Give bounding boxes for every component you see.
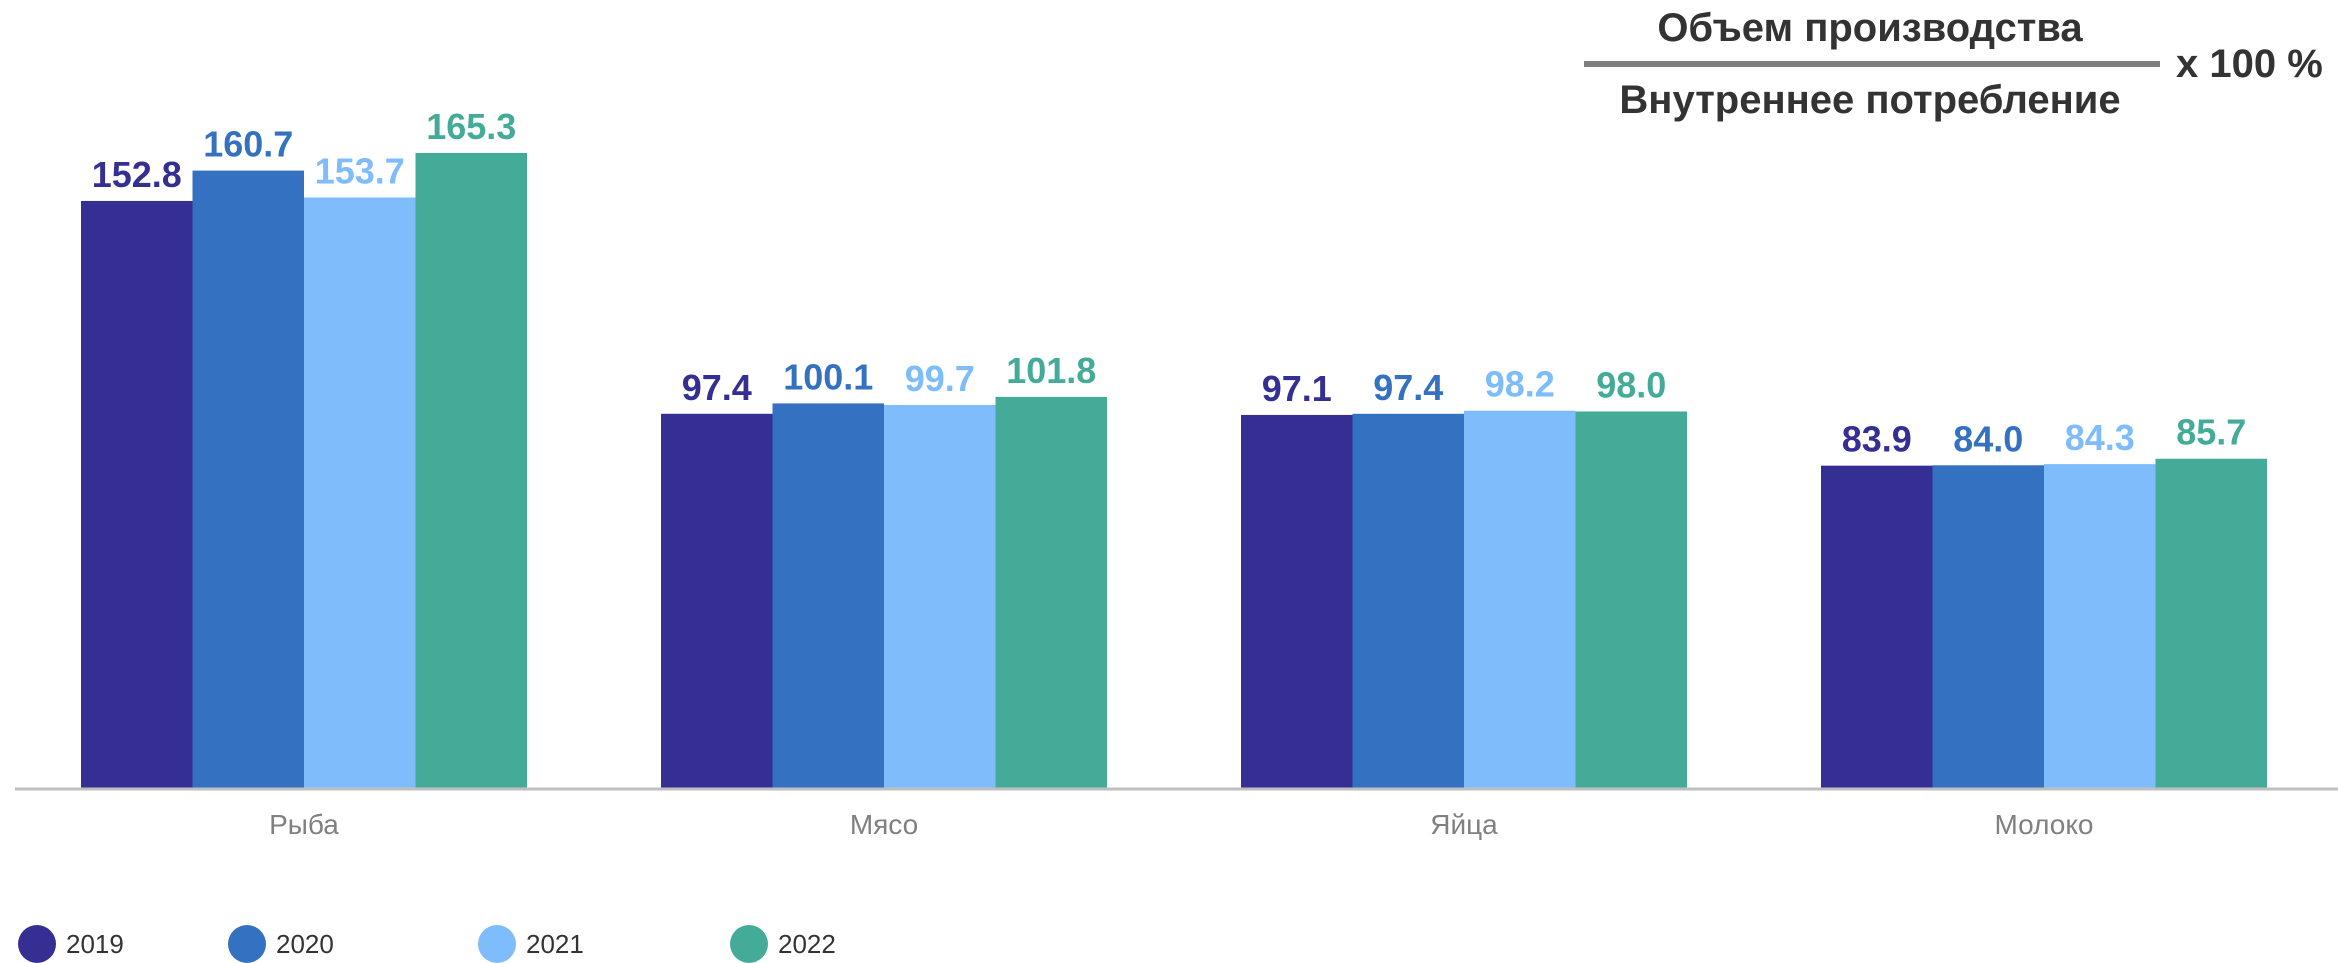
x-tick-label: Яйца bbox=[1430, 809, 1498, 840]
legend-item-2020: 2020 bbox=[228, 925, 334, 963]
bar-2022-1 bbox=[415, 152, 527, 788]
legend-swatch-icon bbox=[730, 925, 768, 963]
data-label-2020-3: 97.4 bbox=[1373, 367, 1443, 408]
formula: Объем производства Внутреннее потреблени… bbox=[1580, 0, 2338, 140]
bar-2019-2 bbox=[661, 413, 773, 788]
formula-fraction-line bbox=[1584, 61, 2160, 67]
data-label-2021-2: 99.7 bbox=[905, 358, 975, 399]
bar-2021-4 bbox=[2044, 464, 2156, 788]
bar-2022-4 bbox=[2155, 458, 2267, 788]
x-tick-label: Мясо bbox=[850, 809, 918, 840]
data-label-2020-4: 84.0 bbox=[1953, 418, 2023, 459]
data-label-2021-1: 153.7 bbox=[315, 150, 405, 191]
bar-2022-3 bbox=[1575, 411, 1687, 788]
bar-2022-2 bbox=[995, 396, 1107, 788]
bar-2020-2 bbox=[772, 403, 884, 788]
formula-denominator: Внутреннее потребление bbox=[1619, 78, 2121, 122]
data-label-2019-4: 83.9 bbox=[1842, 419, 1912, 460]
data-label-2021-3: 98.2 bbox=[1485, 364, 1555, 405]
legend-item-2019: 2019 bbox=[18, 925, 124, 963]
legend-swatch-icon bbox=[18, 925, 56, 963]
chart-legend: 2019 2020 2021 2022 bbox=[18, 925, 918, 963]
legend-swatch-icon bbox=[228, 925, 266, 963]
data-label-2022-1: 165.3 bbox=[426, 106, 516, 147]
data-label-2022-3: 98.0 bbox=[1596, 364, 1666, 405]
legend-label: 2020 bbox=[276, 928, 334, 959]
bar-2019-4 bbox=[1821, 465, 1933, 788]
legend-item-2022: 2022 bbox=[730, 925, 836, 963]
bar-2019-1 bbox=[81, 200, 193, 789]
data-label-2020-2: 100.1 bbox=[783, 356, 873, 397]
formula-multiplier: х 100 % bbox=[2176, 42, 2323, 86]
legend-label: 2019 bbox=[66, 928, 124, 959]
legend-swatch-icon bbox=[478, 925, 516, 963]
data-label-2019-2: 97.4 bbox=[682, 367, 752, 408]
bar-2021-1 bbox=[304, 197, 416, 788]
x-tick-label: Рыба bbox=[269, 809, 339, 840]
data-label-2019-1: 152.8 bbox=[92, 154, 182, 195]
bar-2020-3 bbox=[1352, 413, 1464, 788]
formula-numerator: Объем производства bbox=[1657, 6, 2083, 50]
data-label-2022-2: 101.8 bbox=[1006, 350, 1096, 391]
data-label-2022-4: 85.7 bbox=[2176, 412, 2246, 453]
bar-2021-3 bbox=[1464, 410, 1576, 788]
x-tick-label: Молоко bbox=[1995, 809, 2094, 840]
data-label-2021-4: 84.3 bbox=[2065, 417, 2135, 458]
bar-2019-3 bbox=[1241, 414, 1353, 788]
legend-label: 2022 bbox=[778, 928, 836, 959]
legend-label: 2021 bbox=[526, 928, 584, 959]
data-label-2019-3: 97.1 bbox=[1262, 368, 1332, 409]
data-label-2020-1: 160.7 bbox=[203, 124, 293, 165]
bar-2021-2 bbox=[884, 404, 996, 788]
bar-2020-4 bbox=[1932, 465, 2044, 788]
bar-2020-1 bbox=[192, 170, 304, 789]
legend-item-2021: 2021 bbox=[478, 925, 584, 963]
